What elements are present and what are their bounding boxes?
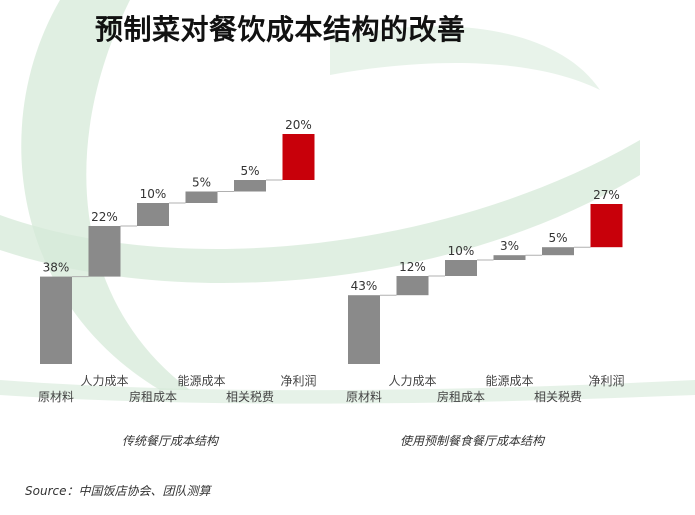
category-label: 人力成本 — [80, 374, 128, 388]
background-top-swoosh — [330, 26, 600, 91]
data-label: 5% — [192, 176, 211, 190]
bar-3 — [493, 255, 526, 260]
bar-3 — [185, 191, 218, 203]
chart-caption-prepared-meals: 使用预制餐食餐厅成本结构 — [400, 434, 545, 448]
bar-net-profit — [282, 134, 315, 180]
bar-2 — [137, 203, 169, 226]
data-label: 38% — [43, 261, 70, 275]
bar-2 — [445, 260, 477, 276]
data-label: 12% — [399, 260, 426, 274]
data-label: 22% — [91, 210, 118, 224]
category-label: 房租成本 — [437, 389, 485, 404]
category-label: 能源成本 — [177, 374, 225, 388]
data-label: 5% — [548, 231, 567, 245]
background-bottom-band — [0, 380, 695, 404]
data-label: 43% — [351, 279, 378, 293]
bar-0 — [348, 295, 380, 364]
category-label: 原材料 — [346, 390, 382, 404]
bar-4 — [234, 180, 266, 192]
bar-4 — [542, 247, 574, 256]
data-label: 20% — [285, 118, 312, 132]
bar-1 — [88, 226, 121, 277]
category-label: 能源成本 — [485, 374, 533, 388]
waterfall-chart-traditional: 38% 原材料 22% 人力成本 10% 房租成本 5% 能源成本 5% 相关税费 20% 净利润 — [38, 118, 317, 404]
data-label: 27% — [593, 188, 620, 202]
category-label: 人力成本 — [388, 374, 436, 388]
category-label: 净利润 — [280, 374, 316, 388]
data-label: 10% — [448, 244, 475, 258]
waterfall-chart-prepared-meals: 43% 原材料 12% 人力成本 10% 房租成本 3% 能源成本 5% 相关税费 27% 净利润 — [346, 188, 625, 404]
category-label: 房租成本 — [129, 389, 177, 404]
source-note: Source：中国饭店协会、团队测算 — [25, 484, 211, 498]
bar-0 — [40, 276, 72, 364]
data-label: 5% — [240, 164, 259, 178]
bar-net-profit — [590, 204, 623, 248]
category-label: 净利润 — [588, 374, 624, 388]
background-band — [0, 140, 640, 283]
data-label: 3% — [500, 239, 519, 253]
page-title: 预制菜对餐饮成本结构的改善 — [95, 13, 466, 46]
category-label: 原材料 — [38, 390, 74, 404]
bar-1 — [396, 276, 429, 296]
data-label: 10% — [140, 187, 167, 201]
category-label: 相关税费 — [534, 390, 582, 404]
category-label: 相关税费 — [226, 390, 274, 404]
chart-caption-traditional: 传统餐厅成本结构 — [122, 434, 219, 448]
